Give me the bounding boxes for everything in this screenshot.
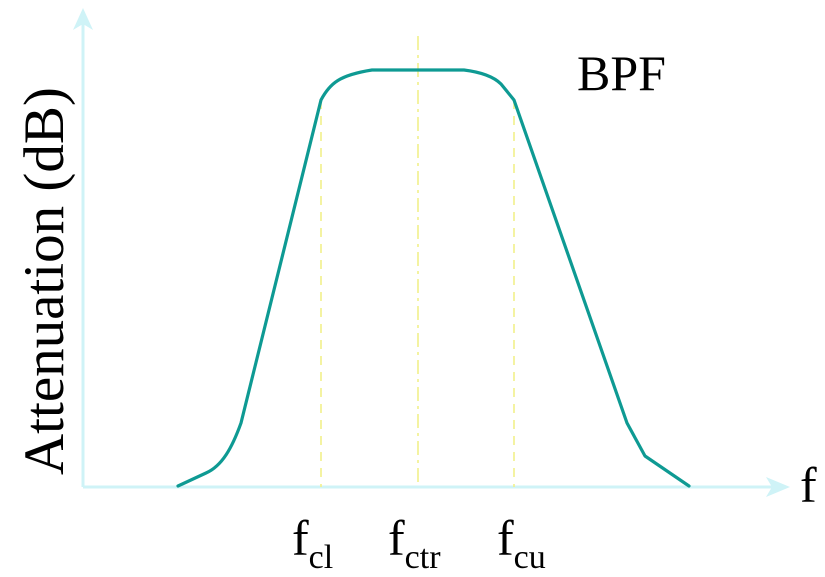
upper-cutoff-label: fcu <box>497 510 546 576</box>
x-axis-label: f <box>800 457 817 513</box>
y-axis-arrowhead <box>73 8 93 30</box>
lower-cutoff-base: f <box>292 510 309 566</box>
lower-cutoff-label: fcl <box>292 510 333 576</box>
center-frequency-subscript: ctr <box>405 539 442 576</box>
y-axis-label: Attenuation (dB) <box>13 87 76 475</box>
center-frequency-base: f <box>388 510 405 566</box>
filter-type-label: BPF <box>577 45 666 101</box>
upper-cutoff-subscript: cu <box>514 539 546 576</box>
bandpass-response-curve <box>176 68 691 488</box>
upper-cutoff-base: f <box>497 510 514 566</box>
frequency-guides <box>320 36 515 487</box>
center-frequency-label: fctr <box>388 510 441 576</box>
axes <box>73 8 790 497</box>
x-axis-arrowhead <box>766 477 790 497</box>
lower-cutoff-subscript: cl <box>309 539 334 576</box>
